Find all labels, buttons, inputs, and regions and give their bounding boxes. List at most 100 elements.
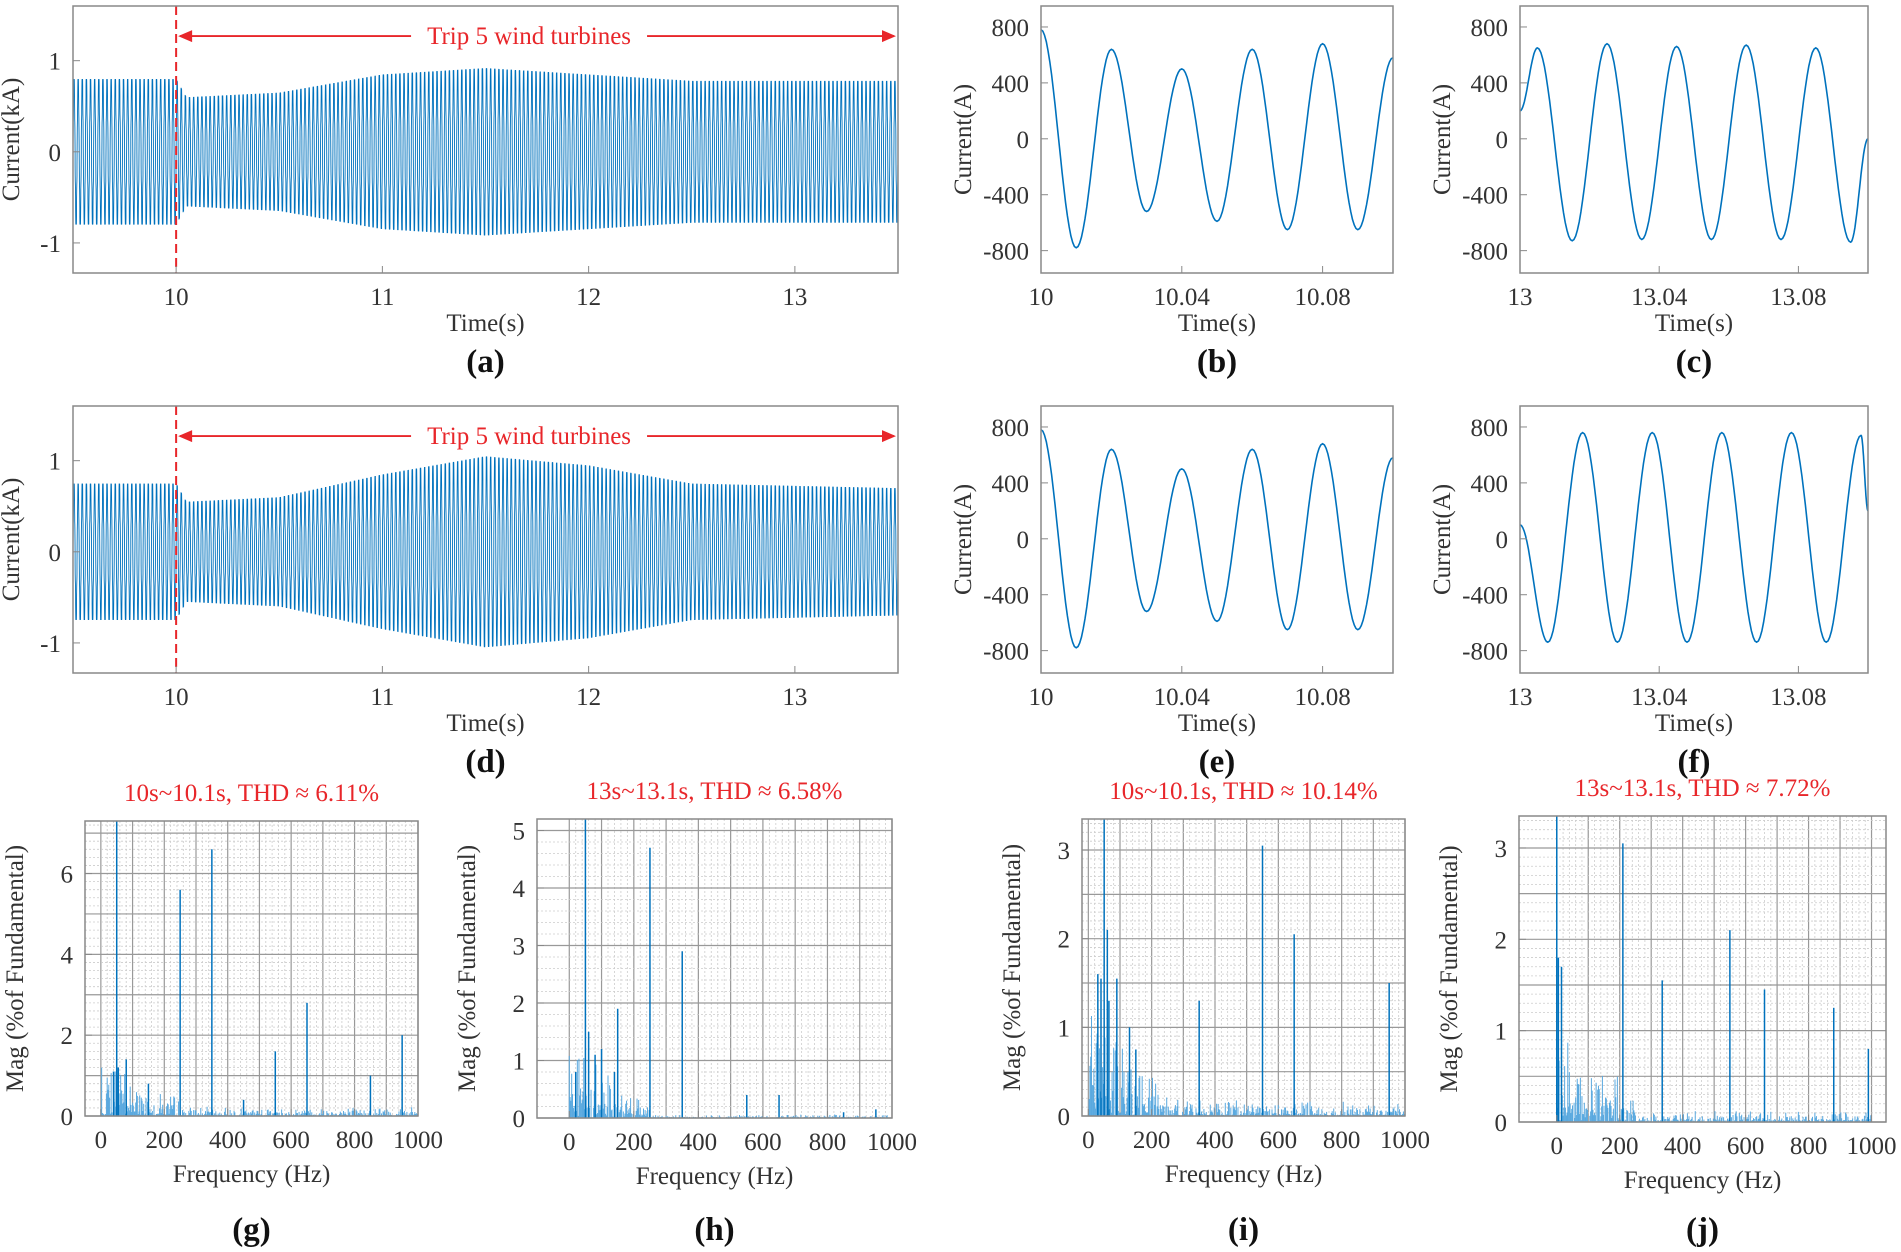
y-tick-label: -1 [40, 631, 61, 658]
x-tick-label: 0 [95, 1127, 108, 1154]
panel-label: (a) [466, 344, 504, 380]
x-tick-label: 800 [336, 1127, 374, 1154]
x-tick-label: 400 [680, 1129, 718, 1156]
current-waveform [73, 456, 898, 648]
x-tick-label: 10.08 [1294, 284, 1350, 311]
grid [1519, 816, 1886, 1123]
y-tick-label: -400 [1462, 583, 1508, 610]
x-tick-label: 600 [744, 1129, 782, 1156]
x-tick-label: 400 [209, 1127, 247, 1154]
x-tick-label: 400 [1196, 1127, 1234, 1154]
panel-b: 10 10.04 10.08 -800 -400 0 400 800 Time(s) Curren… [950, 5, 1394, 380]
y-tick-label: 0 [1496, 527, 1509, 554]
x-tick-label: 10.04 [1154, 684, 1211, 711]
y-tick-label: 400 [992, 471, 1030, 498]
y-tick-label: -400 [983, 583, 1029, 610]
x-tick-label: 0 [1082, 1127, 1095, 1154]
current-waveform [1520, 42, 1868, 244]
x-tick-label: 200 [1601, 1133, 1639, 1160]
panel-label: (d) [465, 744, 505, 780]
panel-label: (j) [1686, 1212, 1719, 1248]
y-tick-label: 0 [1496, 127, 1509, 154]
current-waveform [1041, 429, 1393, 649]
y-tick-label: 1 [513, 1049, 526, 1076]
y-tick-label: -400 [1462, 183, 1508, 210]
x-tick-label: 800 [1323, 1127, 1361, 1154]
y-tick-label: 1 [49, 449, 62, 476]
panel-g: 10s~10.1s, THD ≈ 6.11% 0 200 400 600 800 1000 0… [2, 780, 443, 1248]
panel-i: 10s~10.1s, THD ≈ 10.14% 0 200 400 600 800 1000… [999, 778, 1430, 1248]
y-tick-label: -400 [983, 183, 1029, 210]
x-tick-label: 13.04 [1631, 284, 1688, 311]
x-tick-label: 800 [1790, 1133, 1828, 1160]
y-tick-label: 2 [513, 991, 526, 1018]
y-tick-label: 3 [1058, 838, 1071, 865]
y-tick-label: 0 [61, 1104, 74, 1131]
x-tick-label: 10.08 [1294, 684, 1350, 711]
y-axis-label: Mag (%of Fundamental) [2, 845, 29, 1092]
y-axis-label: Current(A) [1429, 84, 1456, 195]
x-tick-label: 1000 [1380, 1127, 1430, 1154]
x-axis-label: Time(s) [1178, 710, 1256, 737]
x-tick-label: 13.08 [1770, 684, 1826, 711]
panel-label: (i) [1228, 1212, 1259, 1248]
axes-box [1518, 815, 1887, 1123]
panel-c: 13 13.04 13.08 -800 -400 0 400 800 Time(s) Curren… [1429, 5, 1869, 380]
chart-title: 10s~10.1s, THD ≈ 6.11% [124, 780, 379, 807]
grid [537, 818, 893, 1119]
x-tick-label: 600 [1260, 1127, 1298, 1154]
axes-box [72, 405, 899, 674]
x-tick-label: 12 [576, 284, 601, 311]
y-tick-label: 0 [49, 540, 62, 567]
x-axis-label: Frequency (Hz) [1165, 1161, 1323, 1188]
y-tick-label: 400 [992, 71, 1030, 98]
y-tick-label: 400 [1471, 71, 1509, 98]
panel-label: (h) [694, 1212, 734, 1248]
axes-box [84, 820, 419, 1117]
x-tick-label: 10 [164, 284, 189, 311]
axes-box [1040, 5, 1394, 274]
x-tick-label: 1000 [1847, 1133, 1897, 1160]
x-tick-label: 600 [1727, 1133, 1765, 1160]
y-tick-label: 6 [61, 862, 74, 889]
y-axis-label: Mag (%of Fundamental) [999, 844, 1026, 1091]
panel-label: (b) [1197, 344, 1237, 380]
x-axis-label: Frequency (Hz) [1624, 1167, 1782, 1194]
y-tick-label: 1 [1495, 1019, 1508, 1046]
x-tick-label: 13 [782, 284, 807, 311]
axes-box [1081, 818, 1406, 1117]
y-tick-label: 800 [992, 415, 1030, 442]
y-tick-label: 800 [1471, 15, 1509, 42]
axes-box [536, 818, 893, 1119]
panel-e: 10 10.04 10.08 -800 -400 0 400 800 Time(s) Curren… [950, 405, 1394, 780]
grid [1082, 819, 1406, 1117]
x-tick-label: 800 [809, 1129, 847, 1156]
x-tick-label: 12 [576, 684, 601, 711]
y-axis-label: Current(A) [1429, 484, 1456, 595]
x-tick-label: 200 [1133, 1127, 1171, 1154]
x-tick-label: 13 [1508, 684, 1533, 711]
y-tick-label: 1 [1058, 1015, 1071, 1042]
spectrum-bars [1556, 816, 1873, 1122]
y-tick-label: 400 [1471, 471, 1509, 498]
x-tick-label: 10 [1029, 684, 1054, 711]
arrow-right-icon [882, 30, 896, 43]
y-axis-label: Mag (%of Fundamental) [454, 845, 481, 1092]
y-tick-label: -800 [1462, 239, 1508, 266]
arrow-right-icon [882, 430, 896, 443]
x-tick-label: 0 [563, 1129, 576, 1156]
axes-box [72, 5, 899, 274]
panel-j: 13s~13.1s, THD ≈ 7.72% 0 200 400 600 800 1000 0… [1436, 775, 1897, 1248]
y-tick-label: 800 [992, 15, 1030, 42]
panel-label: (g) [232, 1212, 270, 1248]
x-axis-label: Frequency (Hz) [636, 1163, 794, 1190]
grid [85, 821, 419, 1117]
x-tick-label: 0 [1551, 1133, 1564, 1160]
x-tick-label: 200 [615, 1129, 653, 1156]
x-tick-label: 10.04 [1154, 284, 1211, 311]
y-tick-label: 3 [1495, 836, 1508, 863]
x-axis-label: Time(s) [446, 310, 524, 337]
axes-box [1040, 405, 1394, 674]
chart-title: 13s~13.1s, THD ≈ 6.58% [587, 778, 843, 805]
